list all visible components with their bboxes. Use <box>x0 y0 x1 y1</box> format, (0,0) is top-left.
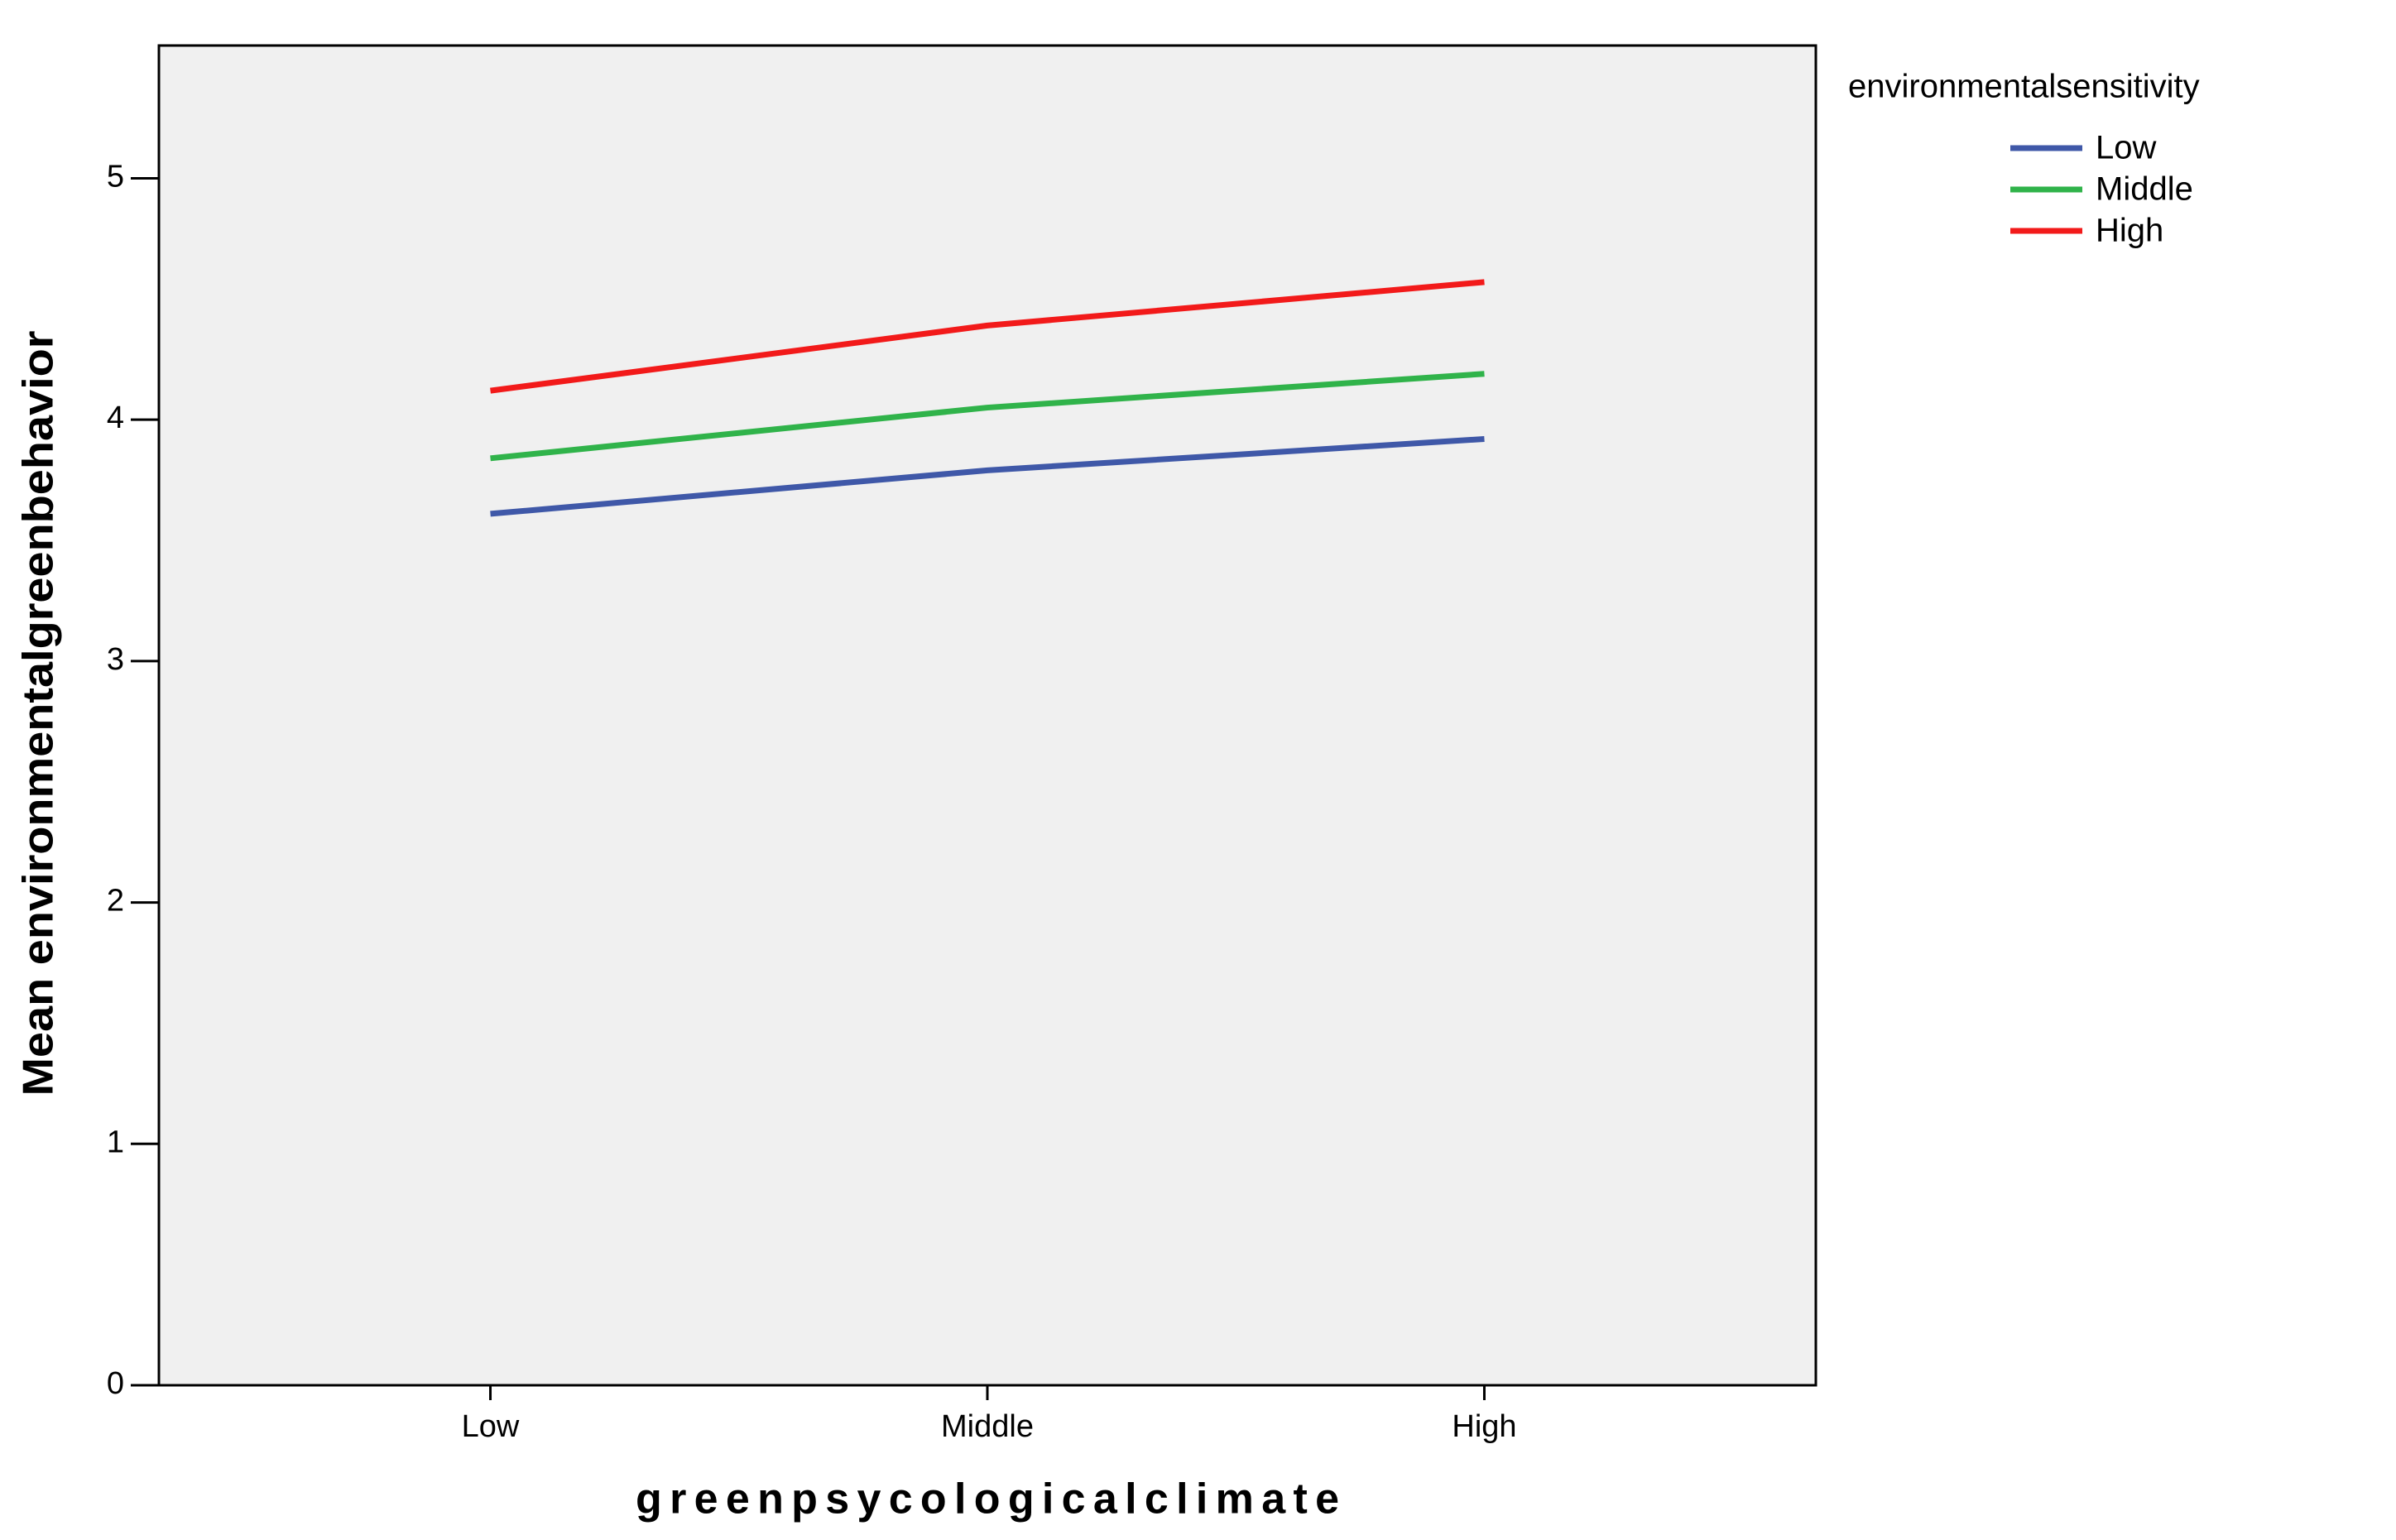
x-tick-label: High <box>1452 1409 1516 1444</box>
y-tick-label: 3 <box>107 642 124 677</box>
y-tick-label: 0 <box>107 1366 124 1401</box>
x-tick-label: Middle <box>941 1409 1034 1444</box>
y-tick-label: 4 <box>107 401 124 435</box>
x-axis-title: greenpsycologicalclimate <box>636 1475 1339 1523</box>
legend-label: Middle <box>2096 171 2193 208</box>
y-axis-title: Mean environmentalgreenbehavior <box>15 331 63 1096</box>
plot-area <box>157 44 1817 1387</box>
x-tick-label: Low <box>462 1409 520 1444</box>
line-series <box>490 279 1485 394</box>
line-series <box>490 435 1485 517</box>
y-tick-label: 5 <box>107 159 124 194</box>
legend-title: environmentalsensitivity <box>1848 69 2200 105</box>
y-tick-label: 2 <box>107 884 124 919</box>
legend-label: Low <box>2096 130 2156 166</box>
legend-label: High <box>2096 213 2163 249</box>
line-series <box>490 371 1485 462</box>
y-tick-label: 1 <box>107 1125 124 1159</box>
